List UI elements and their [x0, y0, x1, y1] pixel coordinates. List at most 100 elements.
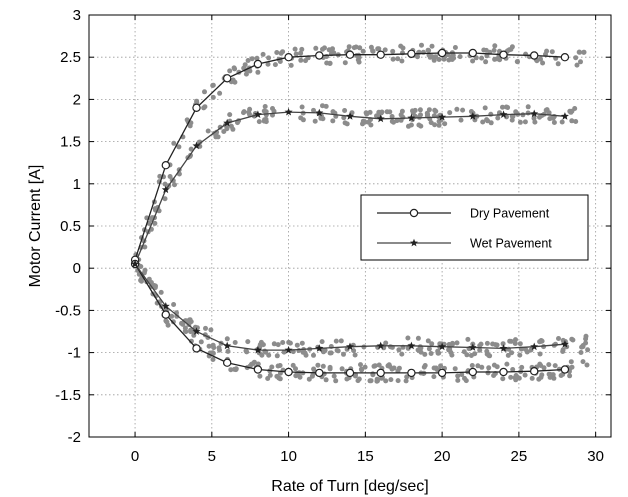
- scatter-point: [574, 62, 580, 68]
- scatter-point: [351, 45, 357, 51]
- scatter-point: [247, 111, 252, 117]
- scatter-point: [457, 54, 463, 60]
- scatter-point: [323, 377, 329, 383]
- scatter-point: [230, 126, 236, 132]
- scatter-point: [491, 47, 497, 53]
- scatter-point: [546, 362, 552, 368]
- scatter-point: [389, 118, 395, 124]
- data-point-wet: [468, 343, 477, 351]
- scatter-point: [454, 340, 460, 346]
- scatter-point: [272, 62, 278, 68]
- y-tick-label: 2: [73, 91, 81, 108]
- scatter-point: [543, 107, 549, 113]
- scatter-point: [452, 45, 458, 50]
- data-point-dry: [560, 365, 570, 374]
- data-point-wet: [346, 342, 354, 351]
- scatter-point: [480, 119, 486, 125]
- data-point-dry: [407, 368, 416, 378]
- scatter-point: [452, 366, 458, 372]
- scatter-point: [299, 46, 305, 52]
- scatter-point: [529, 375, 535, 381]
- scatter-point: [351, 348, 357, 354]
- scatter-point: [274, 50, 280, 55]
- y-tick-label: 3: [73, 7, 81, 24]
- scatter-point: [171, 140, 177, 146]
- scatter-point: [260, 51, 266, 57]
- scatter-point: [560, 349, 566, 354]
- scatter-point: [522, 119, 528, 125]
- scatter-point: [537, 351, 543, 357]
- scatter-point: [390, 56, 396, 62]
- scatter-point: [465, 336, 471, 342]
- data-point-dry: [192, 344, 201, 353]
- scatter-point: [522, 372, 528, 378]
- scatter-point: [245, 339, 251, 345]
- data-point-wet: [315, 108, 324, 117]
- scatter-point: [436, 57, 442, 62]
- scatter-point: [228, 367, 234, 373]
- scatter-point: [331, 50, 337, 56]
- scatter-point: [320, 116, 326, 122]
- scatter-point: [311, 107, 316, 113]
- scatter-point: [293, 366, 298, 372]
- scatter-point: [257, 373, 263, 379]
- scatter-point: [404, 374, 410, 380]
- scatter-point: [309, 373, 315, 379]
- scatter-point: [243, 71, 249, 77]
- scatter-point: [359, 367, 365, 373]
- scatter-point: [142, 244, 148, 250]
- scatter-point: [298, 57, 304, 63]
- scatter-point: [517, 341, 523, 347]
- scatter-point: [277, 363, 283, 368]
- scatter-point: [383, 340, 389, 346]
- scatter-point: [410, 108, 415, 114]
- scatter-point: [245, 58, 251, 63]
- scatter-point: [580, 359, 586, 365]
- scatter-point: [395, 56, 401, 62]
- data-point-wet: [499, 110, 508, 118]
- scatter-point: [254, 55, 260, 61]
- x-tick-label: 20: [434, 448, 451, 465]
- scatter-point: [519, 364, 525, 370]
- scatter-point: [286, 339, 292, 345]
- data-point-dry: [499, 367, 508, 377]
- scatter-point: [458, 117, 464, 123]
- scatter-point: [138, 264, 144, 269]
- data-point-dry: [222, 358, 232, 367]
- scatter-point: [342, 60, 348, 66]
- scatter-point: [585, 347, 591, 353]
- scatter-point: [296, 348, 302, 353]
- y-tick-label: 0: [73, 260, 81, 277]
- scatter-point: [559, 119, 565, 125]
- scatter-point: [547, 116, 553, 122]
- scatter-point: [230, 77, 236, 83]
- x-tick-label: 15: [357, 448, 374, 465]
- scatter-point: [390, 48, 396, 54]
- scatter-point: [555, 61, 561, 67]
- data-point-dry: [437, 48, 447, 58]
- scatter-point: [203, 325, 208, 331]
- scatter-point: [486, 352, 492, 358]
- scatter-point: [573, 119, 579, 124]
- scatter-point: [146, 276, 152, 282]
- scatter-point: [341, 115, 347, 121]
- scatter-point: [346, 44, 352, 50]
- scatter-point: [277, 376, 283, 382]
- scatter-point: [320, 363, 326, 369]
- data-point-dry: [161, 310, 170, 319]
- scatter-point: [324, 60, 330, 66]
- scatter-point: [544, 48, 550, 54]
- scatter-point: [569, 118, 575, 124]
- scatter-point: [569, 336, 575, 342]
- scatter-point: [485, 370, 491, 376]
- scatter-point: [427, 54, 433, 60]
- scatter-point: [232, 66, 238, 72]
- data-point-wet: [253, 345, 262, 354]
- scatter-point: [202, 89, 207, 95]
- scatter-point: [495, 115, 501, 121]
- data-point-wet: [499, 344, 508, 352]
- scatter-point: [152, 220, 158, 226]
- scatter-point: [171, 302, 177, 307]
- scatter-point: [210, 350, 216, 356]
- scatter-point: [463, 378, 469, 384]
